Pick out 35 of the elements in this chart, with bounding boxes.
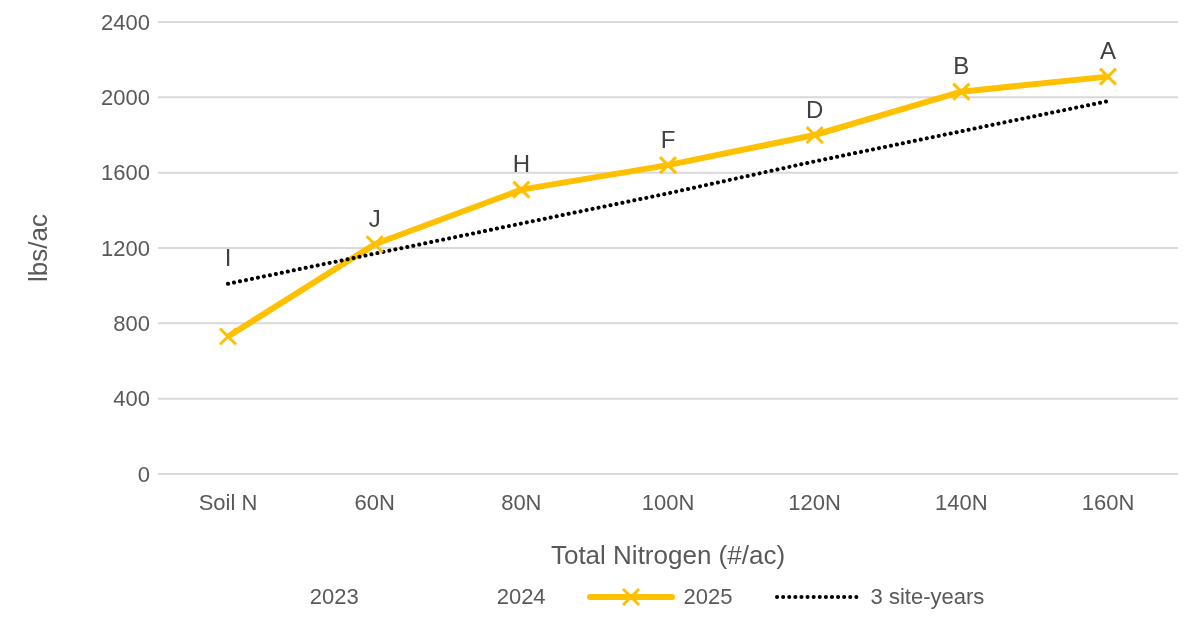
legend-label: 2025 xyxy=(683,584,733,610)
annotation: D xyxy=(805,95,824,123)
text: 2023 xyxy=(309,584,359,610)
point xyxy=(805,125,825,145)
text: 2024 xyxy=(496,584,546,610)
x-tick-label: Soil N xyxy=(198,489,258,515)
x-tick-label: 80N xyxy=(501,489,542,515)
x-tick-label: 100N xyxy=(641,489,695,515)
annotation: I xyxy=(224,244,232,272)
x-tick-label: 60N xyxy=(354,489,395,515)
point xyxy=(658,155,678,175)
point xyxy=(365,234,385,254)
legend-label: 3 site-years xyxy=(870,584,985,610)
annotation: F xyxy=(660,125,676,153)
y-tick-label: 1600 xyxy=(101,160,150,186)
annotation: J xyxy=(368,204,381,232)
point xyxy=(951,82,971,102)
point xyxy=(511,180,531,200)
x-tick-label: 120N xyxy=(788,489,841,515)
y-axis-title: lbs/ac xyxy=(23,214,54,282)
line-series xyxy=(226,99,1110,286)
annotation: A xyxy=(1099,37,1117,65)
x-axis-title: Total Nitrogen (#/ac) xyxy=(550,540,786,570)
x-tick-label: 160N xyxy=(1081,489,1135,515)
y-tick-label: 2400 xyxy=(101,9,150,35)
y-tick-label: 0 xyxy=(137,461,150,487)
y-tick-label: 2000 xyxy=(101,85,150,111)
annotation: B xyxy=(953,52,970,80)
annotation: H xyxy=(512,150,531,178)
y-tick-label: 400 xyxy=(113,386,150,412)
point xyxy=(1098,67,1118,87)
point xyxy=(218,327,238,347)
y-tick-label: 1200 xyxy=(101,235,150,261)
x-tick-label: 140N xyxy=(935,489,988,515)
y-tick-label: 800 xyxy=(113,311,150,337)
